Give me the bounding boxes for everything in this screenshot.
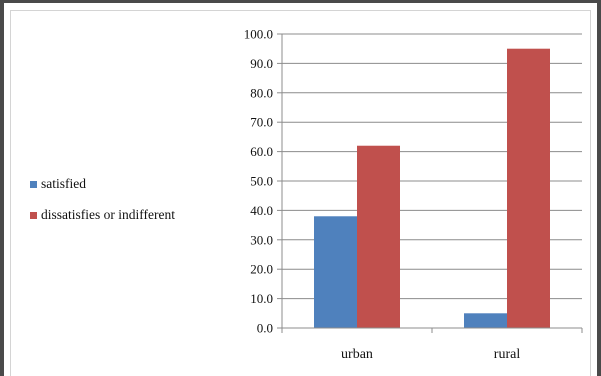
y-tick-label: 100.0 — [244, 27, 273, 42]
bar-satisfied-rural — [464, 313, 507, 328]
y-tick-label: 50.0 — [250, 174, 273, 189]
bar-dissatisfies-urban — [357, 145, 400, 328]
x-category-label: urban — [341, 347, 373, 362]
y-tick-label: 70.0 — [250, 115, 273, 130]
legend-item-satisfied: satisfied — [30, 176, 175, 192]
bar-dissatisfies-rural — [507, 48, 550, 328]
y-tick-label: 10.0 — [250, 291, 273, 306]
y-tick-label: 90.0 — [250, 56, 273, 71]
legend-label-dissatisfied: dissatisfies or indifferent — [41, 207, 175, 222]
legend-item-dissatisfied: dissatisfies or indifferent — [30, 207, 175, 223]
y-axis-ticks: 0.0 10.0 20.0 30.0 40.0 50.0 60.0 70.0 80.0 90.0 1… — [244, 27, 282, 336]
bars — [314, 48, 550, 328]
legend-swatch-dissatisfied — [30, 211, 37, 219]
y-tick-label: 30.0 — [250, 232, 273, 247]
legend: satisfied dissatisfies or indifferent — [30, 176, 175, 238]
y-tick-label: 0.0 — [257, 321, 273, 336]
bar-satisfied-urban — [314, 216, 357, 328]
legend-label-satisfied: satisfied — [41, 176, 86, 191]
chart-area — [10, 10, 591, 376]
x-category-label: rural — [494, 347, 521, 362]
x-axis-ticks: urban rural — [281, 328, 583, 362]
y-tick-label: 40.0 — [250, 203, 273, 218]
y-tick-label: 60.0 — [250, 144, 273, 159]
y-tick-label: 80.0 — [250, 85, 273, 100]
legend-swatch-satisfied — [30, 180, 37, 188]
y-tick-label: 20.0 — [250, 262, 273, 277]
